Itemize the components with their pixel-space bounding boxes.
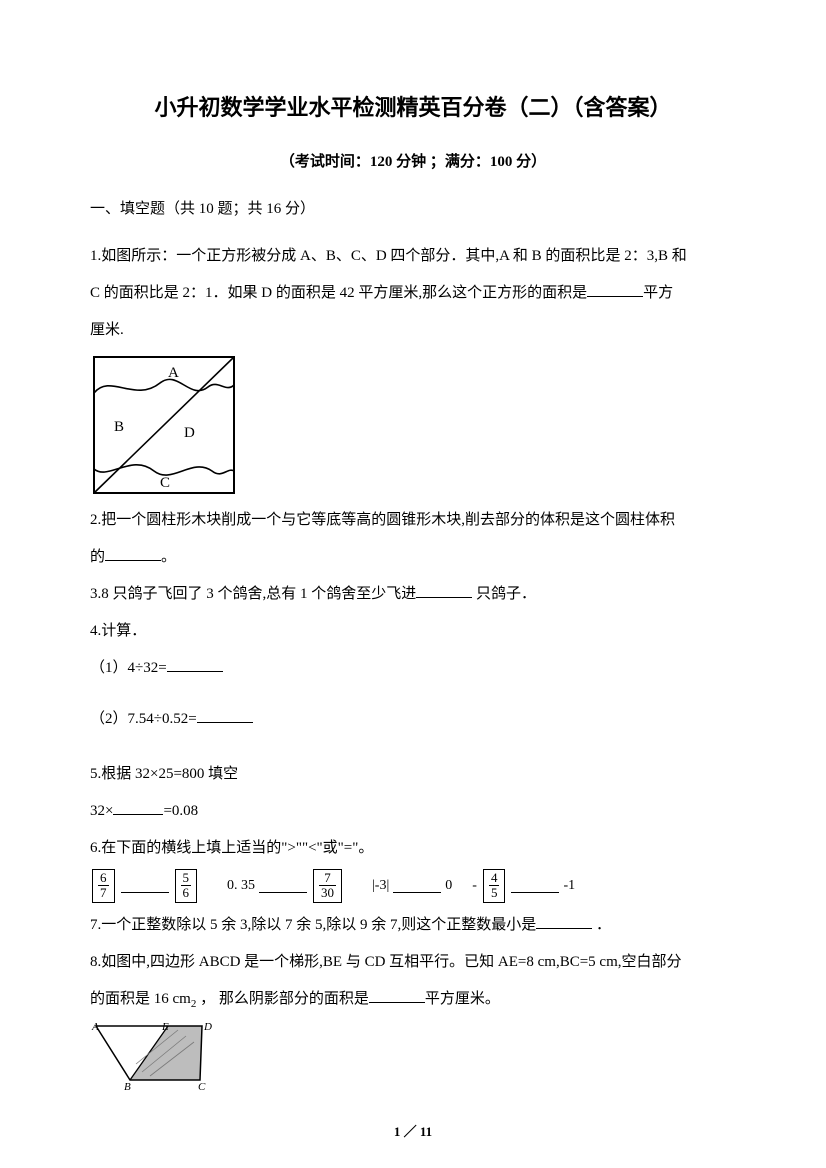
q1-line2: C 的面积比是 2：1．如果 D 的面积是 42 平方厘米,那么这个正方形的面积… bbox=[90, 277, 736, 310]
svg-text:D: D bbox=[203, 1021, 212, 1033]
figure-square: A B D C bbox=[90, 353, 736, 502]
q3: 3.8 只鸽子飞回了 3 个鸽舍,总有 1 个鸽舍至少飞进 只鸽子． bbox=[90, 578, 736, 611]
q1-line3: 厘米. bbox=[90, 314, 736, 347]
q6-t5: -1 bbox=[563, 878, 575, 894]
q6-t3: 0 bbox=[445, 878, 452, 894]
q2-mid: 的 bbox=[90, 549, 105, 565]
frac-7-30: 730 bbox=[313, 869, 342, 903]
q6-blank-2[interactable] bbox=[259, 879, 307, 893]
frac-4-5: 45 bbox=[483, 869, 506, 903]
page-number: 1 ／ 11 bbox=[0, 1121, 826, 1140]
svg-text:B: B bbox=[124, 1081, 131, 1092]
q6-t4pre: - bbox=[472, 878, 477, 894]
q8b-mid: ， 那么阴影部分的面积是 bbox=[196, 991, 369, 1007]
q1b-pre: C 的面积比是 2：1．如果 D 的面积是 42 平方厘米,那么这个正方形的面积… bbox=[90, 285, 587, 301]
q7-blank[interactable] bbox=[536, 915, 592, 929]
q1-line1: 1.如图所示：一个正方形被分成 A、B、C、D 四个部分．其中,A 和 B 的面… bbox=[90, 240, 736, 273]
q7-pre: 7.一个正整数除以 5 余 3,除以 7 余 5,除以 9 余 7,则这个正整数… bbox=[90, 917, 536, 933]
frac-5-6: 56 bbox=[175, 869, 198, 903]
q8b-post: 平方厘米。 bbox=[425, 991, 500, 1007]
q4-1-blank[interactable] bbox=[167, 658, 223, 672]
q3-pre: 3.8 只鸽子飞回了 3 个鸽舍,总有 1 个鸽舍至少飞进 bbox=[90, 586, 416, 602]
fig1-label-c: C bbox=[160, 475, 170, 491]
q6-heading: 6.在下面的横线上填上适当的">""<"或"="。 bbox=[90, 832, 736, 865]
q3-blank[interactable] bbox=[416, 584, 472, 598]
q6-t1: 0. 35 bbox=[227, 878, 255, 894]
q6-row: 67 56 0. 35 730 |-3| 0 - 45 -1 bbox=[90, 869, 736, 903]
q6-blank-4[interactable] bbox=[511, 879, 559, 893]
q8-line1: 8.如图中,四边形 ABCD 是一个梯形,BE 与 CD 互相平行。已知 AE=… bbox=[90, 946, 736, 979]
q2-line2: 的。 bbox=[90, 541, 736, 574]
q3-post: 只鸽子． bbox=[472, 586, 536, 602]
q5b-post: =0.08 bbox=[163, 803, 198, 819]
q8b-pre: 的面积是 16 cm bbox=[90, 991, 191, 1007]
q2-line1: 2.把一个圆柱形木块削成一个与它等底等高的圆锥形木块,削去部分的体积是这个圆柱体… bbox=[90, 504, 736, 537]
q1b-post: 平方 bbox=[643, 285, 673, 301]
fig1-label-b: B bbox=[114, 419, 124, 435]
frac-6-7: 67 bbox=[92, 869, 115, 903]
section-heading: 一、填空题（共 10 题；共 16 分） bbox=[90, 197, 736, 218]
q8-line2: 的面积是 16 cm2 ， 那么阴影部分的面积是平方厘米。 bbox=[90, 983, 736, 1016]
page-subtitle: （考试时间：120 分钟 ；满分：100 分） bbox=[90, 150, 736, 171]
q4-heading: 4.计算． bbox=[90, 615, 736, 648]
q7: 7.一个正整数除以 5 余 3,除以 7 余 5,除以 9 余 7,则这个正整数… bbox=[90, 909, 736, 942]
q4-2-blank[interactable] bbox=[197, 709, 253, 723]
fig1-label-d: D bbox=[184, 425, 195, 441]
q1-blank[interactable] bbox=[587, 283, 643, 297]
q6-t2: |-3| bbox=[372, 878, 389, 894]
q7-post: ． bbox=[592, 917, 611, 933]
q4-1: （1）4÷32= bbox=[90, 652, 736, 685]
q5-line1: 5.根据 32×25=800 填空 bbox=[90, 758, 736, 791]
q4-1-text: （1）4÷32= bbox=[90, 660, 167, 676]
svg-text:A: A bbox=[91, 1021, 99, 1033]
q5b-pre: 32× bbox=[90, 803, 113, 819]
q6-blank-1[interactable] bbox=[121, 879, 169, 893]
q5-line2: 32× =0.08 bbox=[90, 795, 736, 828]
fig1-label-a: A bbox=[168, 365, 179, 381]
q6-blank-3[interactable] bbox=[393, 879, 441, 893]
q4-2-text: （2）7.54÷0.52= bbox=[90, 711, 197, 727]
svg-text:C: C bbox=[198, 1081, 206, 1092]
page-title: 小升初数学学业水平检测精英百分卷（二）（含答案） bbox=[90, 90, 736, 122]
q2-blank[interactable] bbox=[105, 547, 161, 561]
q4-2: （2）7.54÷0.52= bbox=[90, 703, 736, 736]
q2-post: 。 bbox=[161, 549, 176, 565]
q5-blank[interactable] bbox=[113, 801, 163, 815]
q8-blank[interactable] bbox=[369, 989, 425, 1003]
figure-trapezoid: A E D B C bbox=[90, 1020, 736, 1097]
svg-text:E: E bbox=[161, 1021, 169, 1033]
